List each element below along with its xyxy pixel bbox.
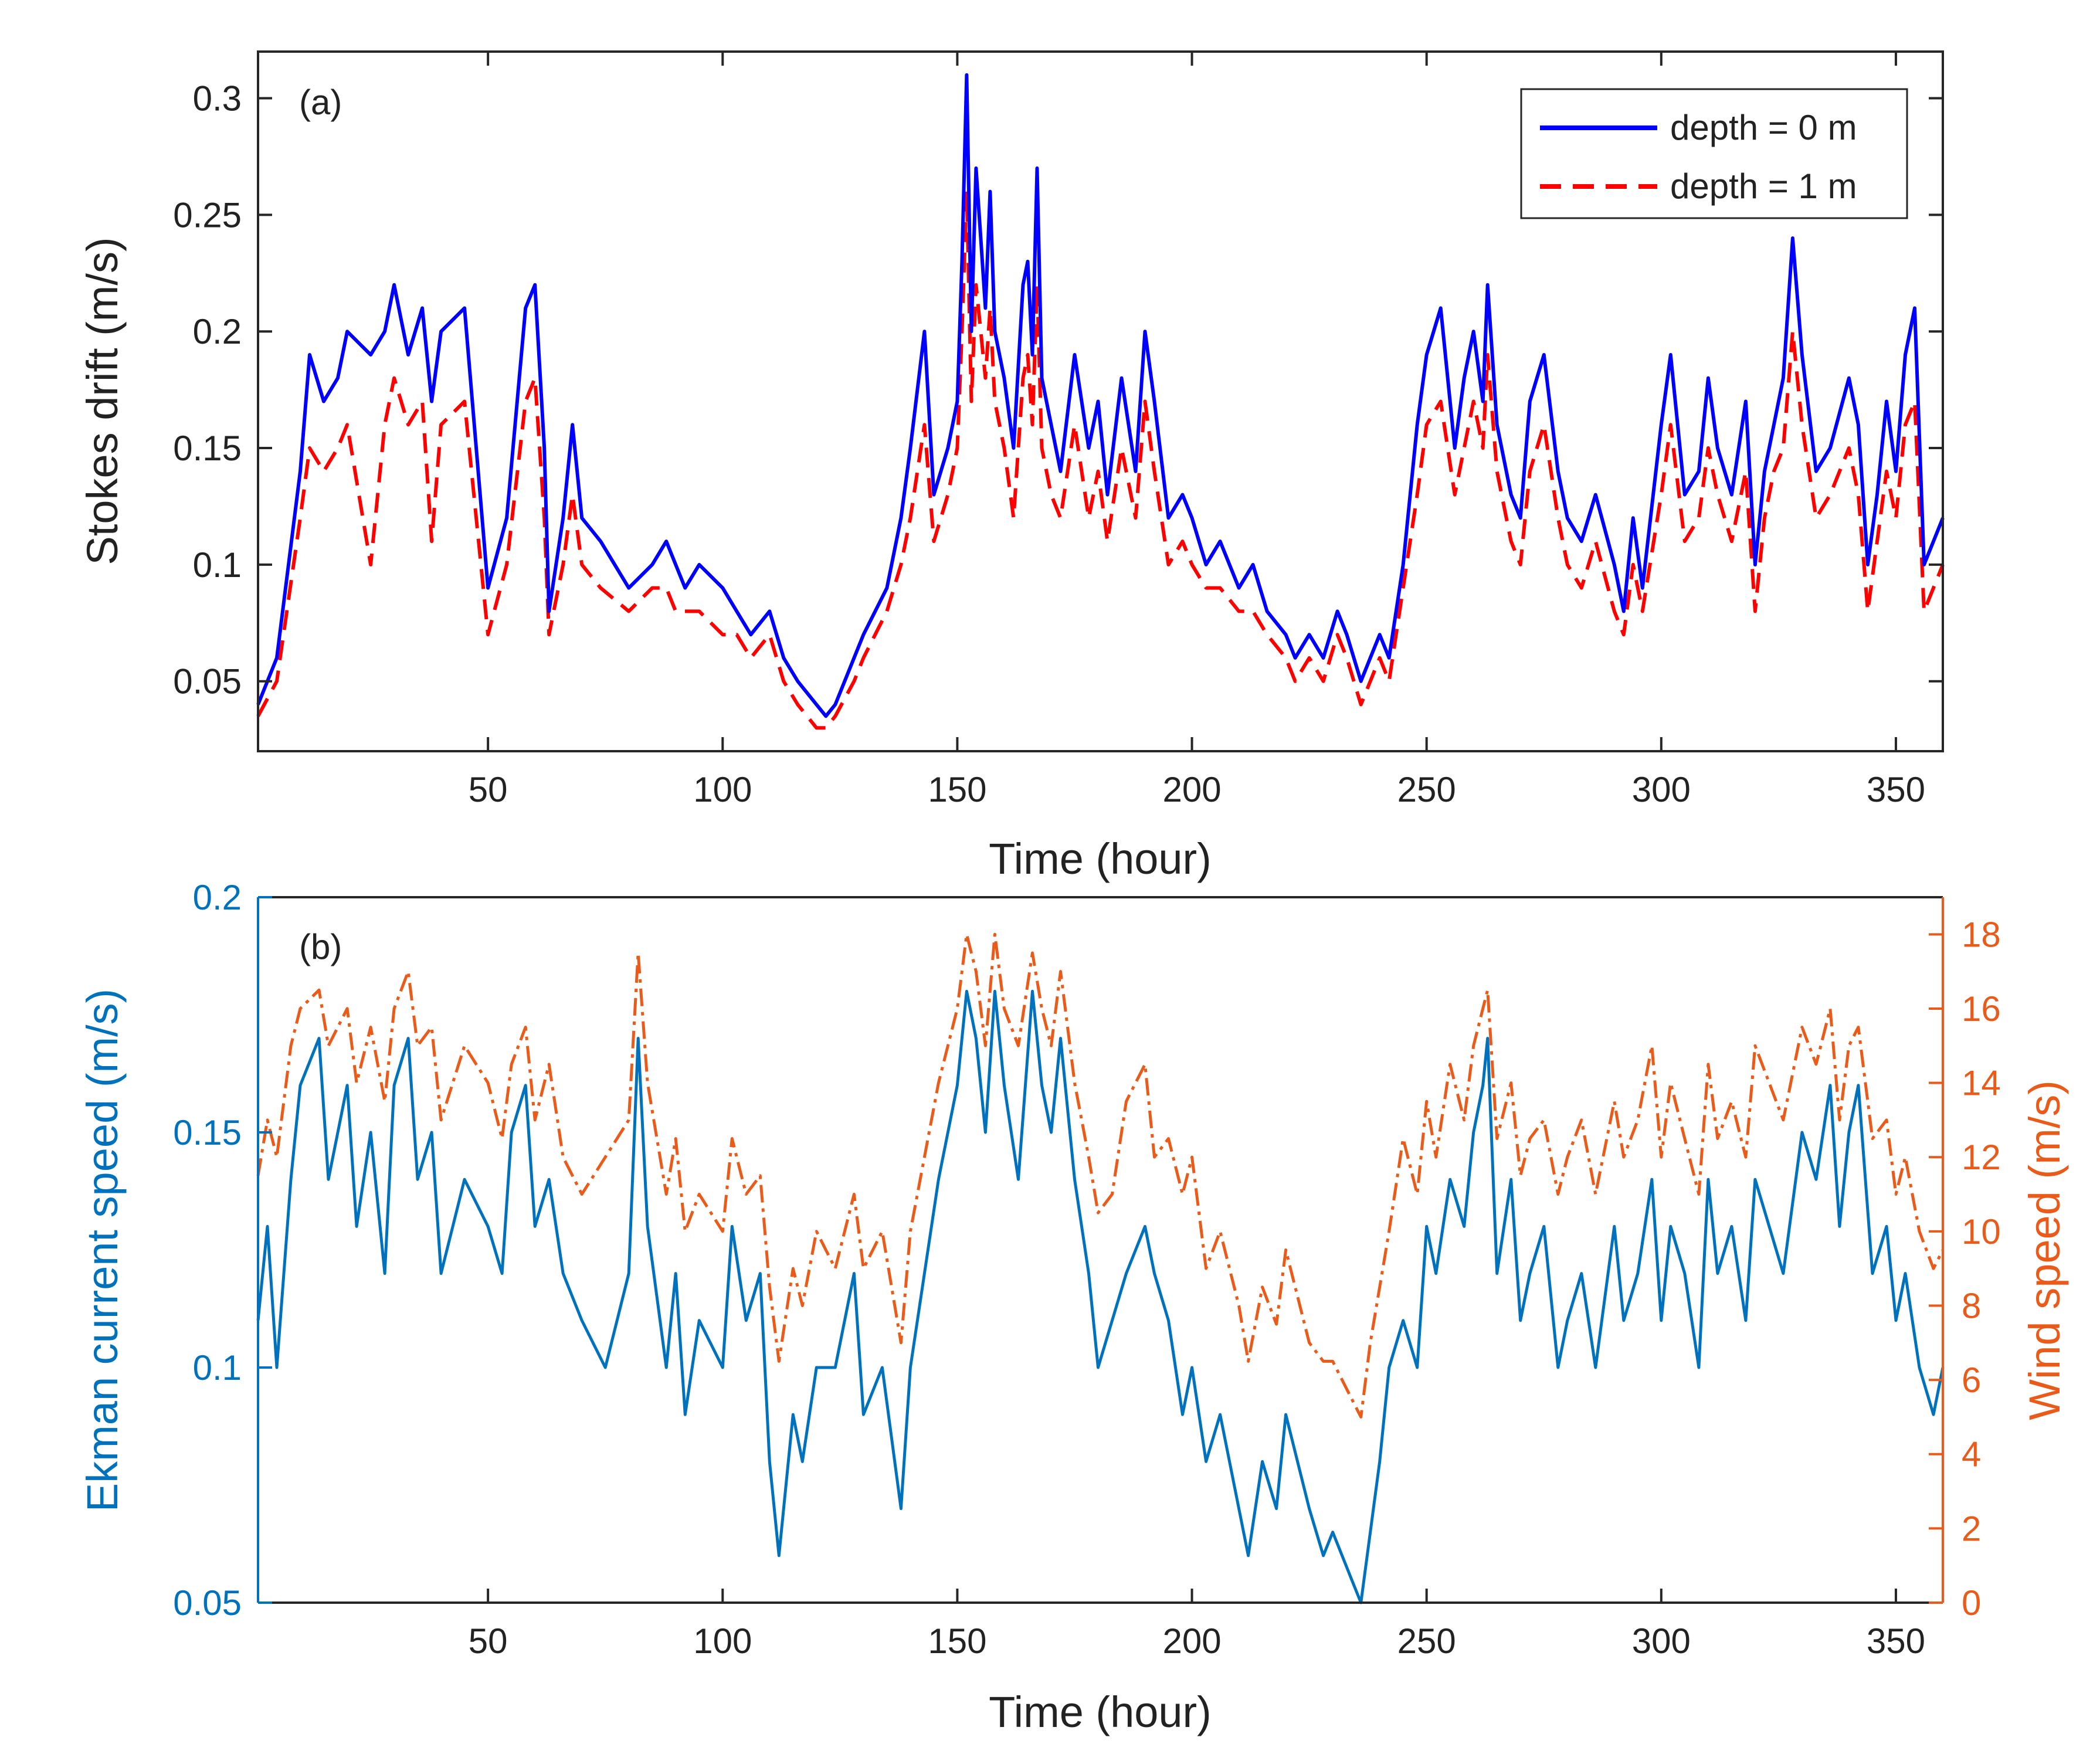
series-line-ekman-current bbox=[256, 989, 1945, 1604]
panel-a-ytick-label: 0.05 bbox=[173, 662, 242, 701]
panel-b-xtick-label: 350 bbox=[1867, 1621, 1925, 1661]
panel-b-left-ytick-label: 0.2 bbox=[193, 878, 242, 917]
panel-a-xtick-label: 300 bbox=[1632, 770, 1691, 809]
panel-b-right-ytick-label: 12 bbox=[1962, 1138, 2001, 1177]
panel-a-ylabel: Stokes drift (m/s) bbox=[78, 237, 127, 565]
panel-b-right-ytick-label: 14 bbox=[1962, 1064, 2001, 1103]
panel-a-ytick-label: 0.25 bbox=[173, 195, 242, 235]
panel-b-xtick-label: 250 bbox=[1397, 1621, 1456, 1661]
panel-a-ytick-label: 0.1 bbox=[193, 545, 242, 585]
panel-b-ylabel-left: Ekman current speed (m/s) bbox=[78, 989, 127, 1512]
panel-b-right-ytick-label: 8 bbox=[1962, 1286, 1981, 1325]
panel-a: 50 100 150 200 250 300 350 0.05 0.1 0.15 0.2 0.25 0.… bbox=[78, 50, 1945, 883]
panel-b: 50 100 150 200 250 300 350 0.05 0.1 0.15 0.2 0 2 4 6 8 1… bbox=[78, 878, 2069, 1736]
panel-b-xtick-label: 150 bbox=[928, 1621, 986, 1661]
panel-a-axes-box bbox=[257, 50, 1944, 752]
legend-box bbox=[1520, 88, 1908, 219]
series-line-depth-0m bbox=[256, 73, 1945, 718]
panel-a-xtick-label: 350 bbox=[1867, 770, 1925, 809]
panel-a-ytick-label: 0.15 bbox=[173, 429, 242, 468]
panel-b-xlabel: Time (hour) bbox=[989, 1688, 1212, 1736]
panel-a-ytick-label: 0.3 bbox=[193, 79, 242, 118]
legend-label-depth-1: depth = 1 m bbox=[1670, 167, 1857, 206]
panel-b-left-ytick-label: 0.1 bbox=[193, 1348, 242, 1387]
panel-b-right-ytick-label: 18 bbox=[1962, 915, 2001, 954]
panel-b-right-ytick-label: 6 bbox=[1962, 1360, 1981, 1400]
panel-a-ytick-label: 0.2 bbox=[193, 312, 242, 351]
panel-a-xtick-label: 200 bbox=[1162, 770, 1221, 809]
panel-a-xtick-label: 150 bbox=[928, 770, 986, 809]
panel-b-right-ytick-label: 10 bbox=[1962, 1212, 2001, 1251]
panel-b-ylabel-right: Wind speed (m/s) bbox=[2020, 1080, 2069, 1420]
panel-b-right-ytick-label: 16 bbox=[1962, 989, 2001, 1029]
panel-a-label: (a) bbox=[299, 83, 342, 122]
panel-b-right-ytick-label: 2 bbox=[1962, 1509, 1981, 1548]
series-line-depth-1m bbox=[256, 189, 1945, 730]
panel-b-left-ytick-label: 0.05 bbox=[173, 1583, 242, 1623]
panel-a-xlabel: Time (hour) bbox=[989, 834, 1212, 883]
panel-b-xtick-label: 300 bbox=[1632, 1621, 1691, 1661]
panel-b-xtick-label: 100 bbox=[693, 1621, 752, 1661]
panel-b-xtick-label: 50 bbox=[469, 1621, 508, 1661]
panel-b-right-ytick-label: 4 bbox=[1962, 1435, 1981, 1474]
legend-label-depth-0: depth = 0 m bbox=[1670, 108, 1857, 147]
panel-b-left-ytick-label: 0.15 bbox=[173, 1113, 242, 1152]
legend: depth = 0 m depth = 1 m bbox=[1520, 88, 1908, 219]
panel-a-xtick-label: 50 bbox=[469, 770, 508, 809]
panel-a-xtick-label: 100 bbox=[693, 770, 752, 809]
series-line-wind-speed bbox=[256, 932, 1945, 1419]
panel-b-xtick-label: 200 bbox=[1162, 1621, 1221, 1661]
panel-a-xtick-label: 250 bbox=[1397, 770, 1456, 809]
panel-b-label: (b) bbox=[299, 927, 342, 966]
panel-b-right-ytick-label: 0 bbox=[1962, 1583, 1981, 1623]
